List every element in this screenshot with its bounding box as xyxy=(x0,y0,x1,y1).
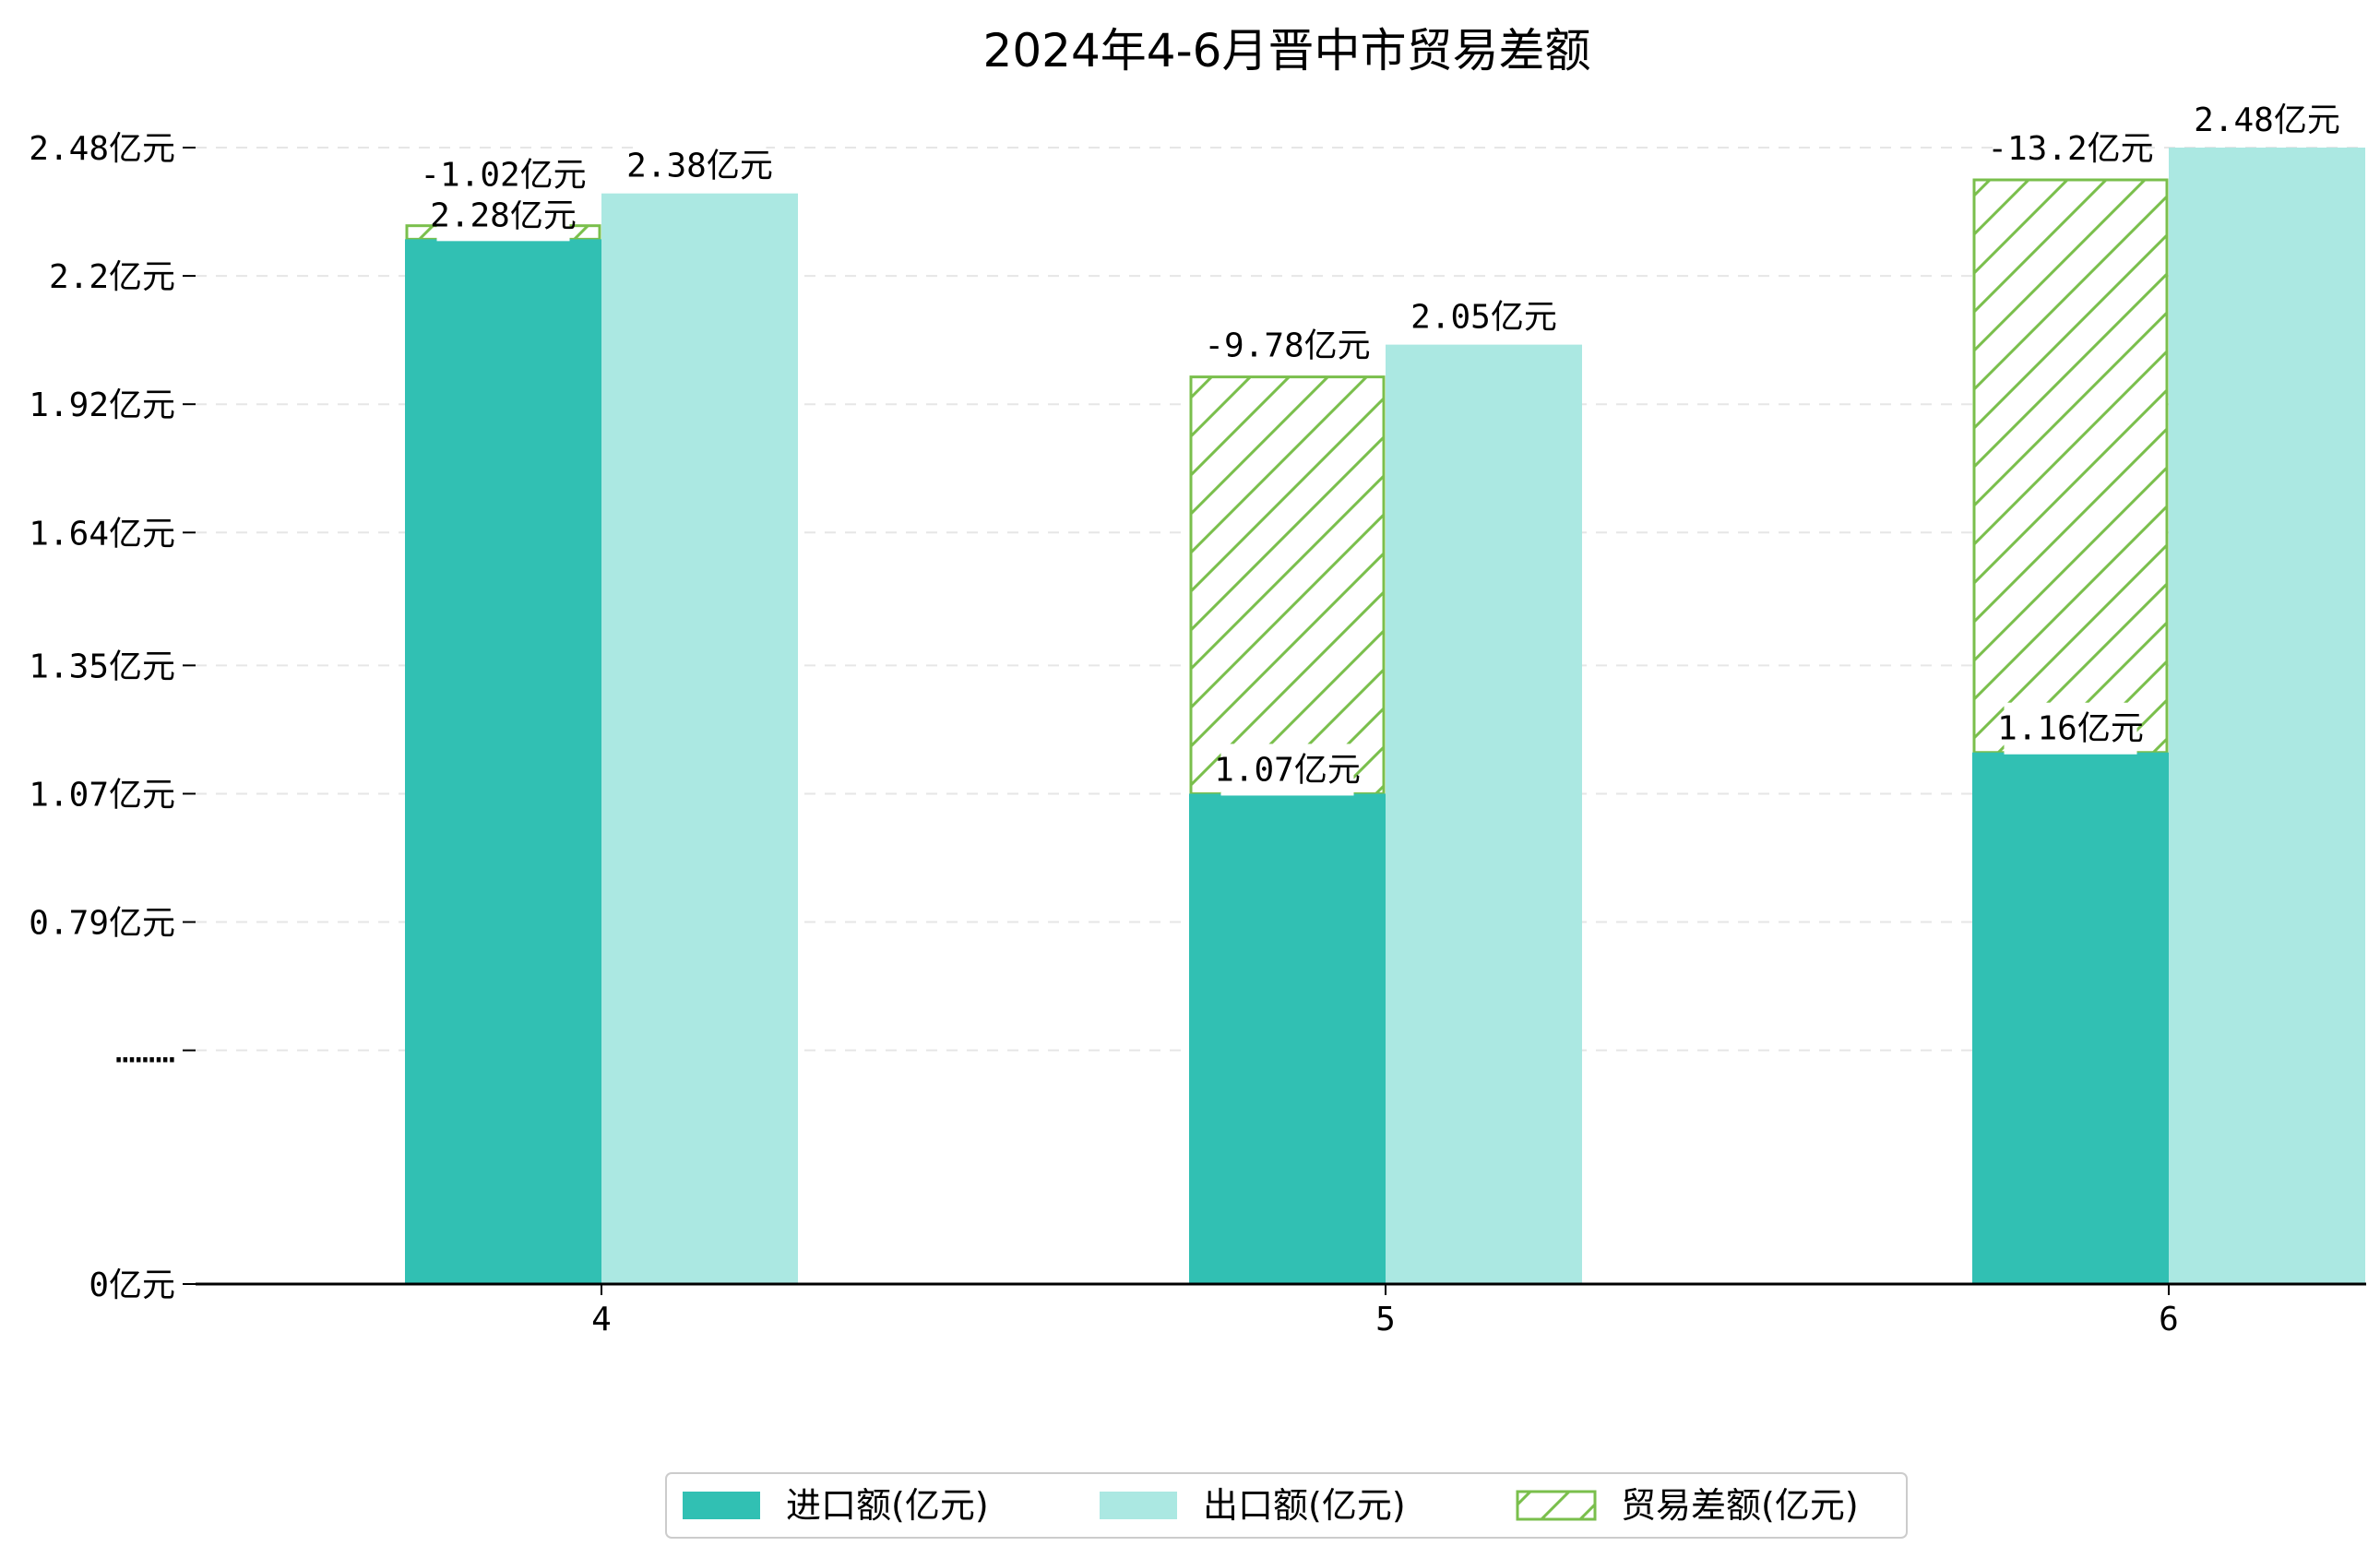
bar-group-6: 1.16亿元 2.48亿元 -13.2亿元 xyxy=(1972,94,2365,1284)
import-bar xyxy=(405,239,601,1284)
x-tick-label: 4 xyxy=(591,1301,612,1338)
export-value-label: 2.05亿元 xyxy=(1410,299,1557,337)
import-bar xyxy=(1972,752,2169,1284)
balance-value-label-bg xyxy=(1212,319,1363,372)
bar-group-5: 1.07亿元 2.05亿元 -9.78亿元 xyxy=(1189,291,1582,1284)
import-value-label-bg xyxy=(2004,702,2137,755)
import-value-label-bg xyxy=(1220,743,1354,796)
y-tick-label: 0亿元 xyxy=(89,1267,175,1304)
export-value-label: 2.48亿元 xyxy=(2194,101,2340,139)
export-bar xyxy=(2169,148,2365,1284)
balance-value-label-bg xyxy=(1995,123,2146,174)
y-tick-label: ……… xyxy=(115,1033,175,1071)
chart-title: 2024年4-6月晋中市贸易差额 xyxy=(983,24,1591,77)
y-tick-label: 1.35亿元 xyxy=(29,648,175,685)
x-tick-label: 6 xyxy=(2159,1301,2179,1338)
bars: 2.28亿元2.38亿元-1.02亿元1.07亿元2.05亿元-9.78亿元1.… xyxy=(405,94,2365,1285)
y-tick-label: 2.48亿元 xyxy=(29,130,175,168)
import-value-label: 2.28亿元 xyxy=(430,196,577,234)
y-tick-label: 1.64亿元 xyxy=(29,515,175,553)
import-bar xyxy=(1189,793,1386,1284)
y-tick-label: 2.2亿元 xyxy=(49,258,175,296)
y-tick-label: 1.92亿元 xyxy=(29,387,175,424)
y-tick-label: 0.79亿元 xyxy=(29,905,175,943)
x-tick-label: 5 xyxy=(1375,1301,1396,1338)
x-axis: 4 5 6 xyxy=(196,1282,2366,1338)
balance-value-label: -13.2亿元 xyxy=(1987,130,2153,168)
export-value-label-bg xyxy=(633,139,767,192)
export-bar xyxy=(601,193,798,1285)
legend-swatch xyxy=(683,1492,760,1519)
export-value-label-bg xyxy=(1417,291,1551,343)
legend-label: 贸易差额(亿元) xyxy=(1621,1485,1859,1526)
balance-bar xyxy=(1189,375,1386,795)
legend-swatch xyxy=(1100,1492,1177,1519)
export-bar xyxy=(1386,344,1582,1284)
legend-label: 出口额(亿元) xyxy=(1203,1485,1406,1526)
y-tick-label: 1.07亿元 xyxy=(29,776,175,814)
balance-value-label: -1.02亿元 xyxy=(420,156,586,194)
import-value-label: 1.16亿元 xyxy=(1997,710,2144,748)
legend-label: 进口额(亿元) xyxy=(786,1485,989,1526)
bar-group-4: 2.28亿元 2.38亿元 -1.02亿元 xyxy=(405,139,798,1285)
balance-bar xyxy=(1972,178,2169,755)
legend-frame xyxy=(665,1472,1908,1539)
balance-value-label-bg xyxy=(428,149,578,201)
export-value-label: 2.38亿元 xyxy=(626,148,773,185)
legend-swatch xyxy=(1516,1490,1597,1521)
legend: 进口额(亿元) 出口额(亿元) 贸易差额(亿元) xyxy=(665,1472,1908,1539)
export-value-label-bg xyxy=(2200,94,2334,146)
balance-value-label: -9.78亿元 xyxy=(1204,327,1370,365)
import-value-label: 1.07亿元 xyxy=(1214,751,1361,789)
